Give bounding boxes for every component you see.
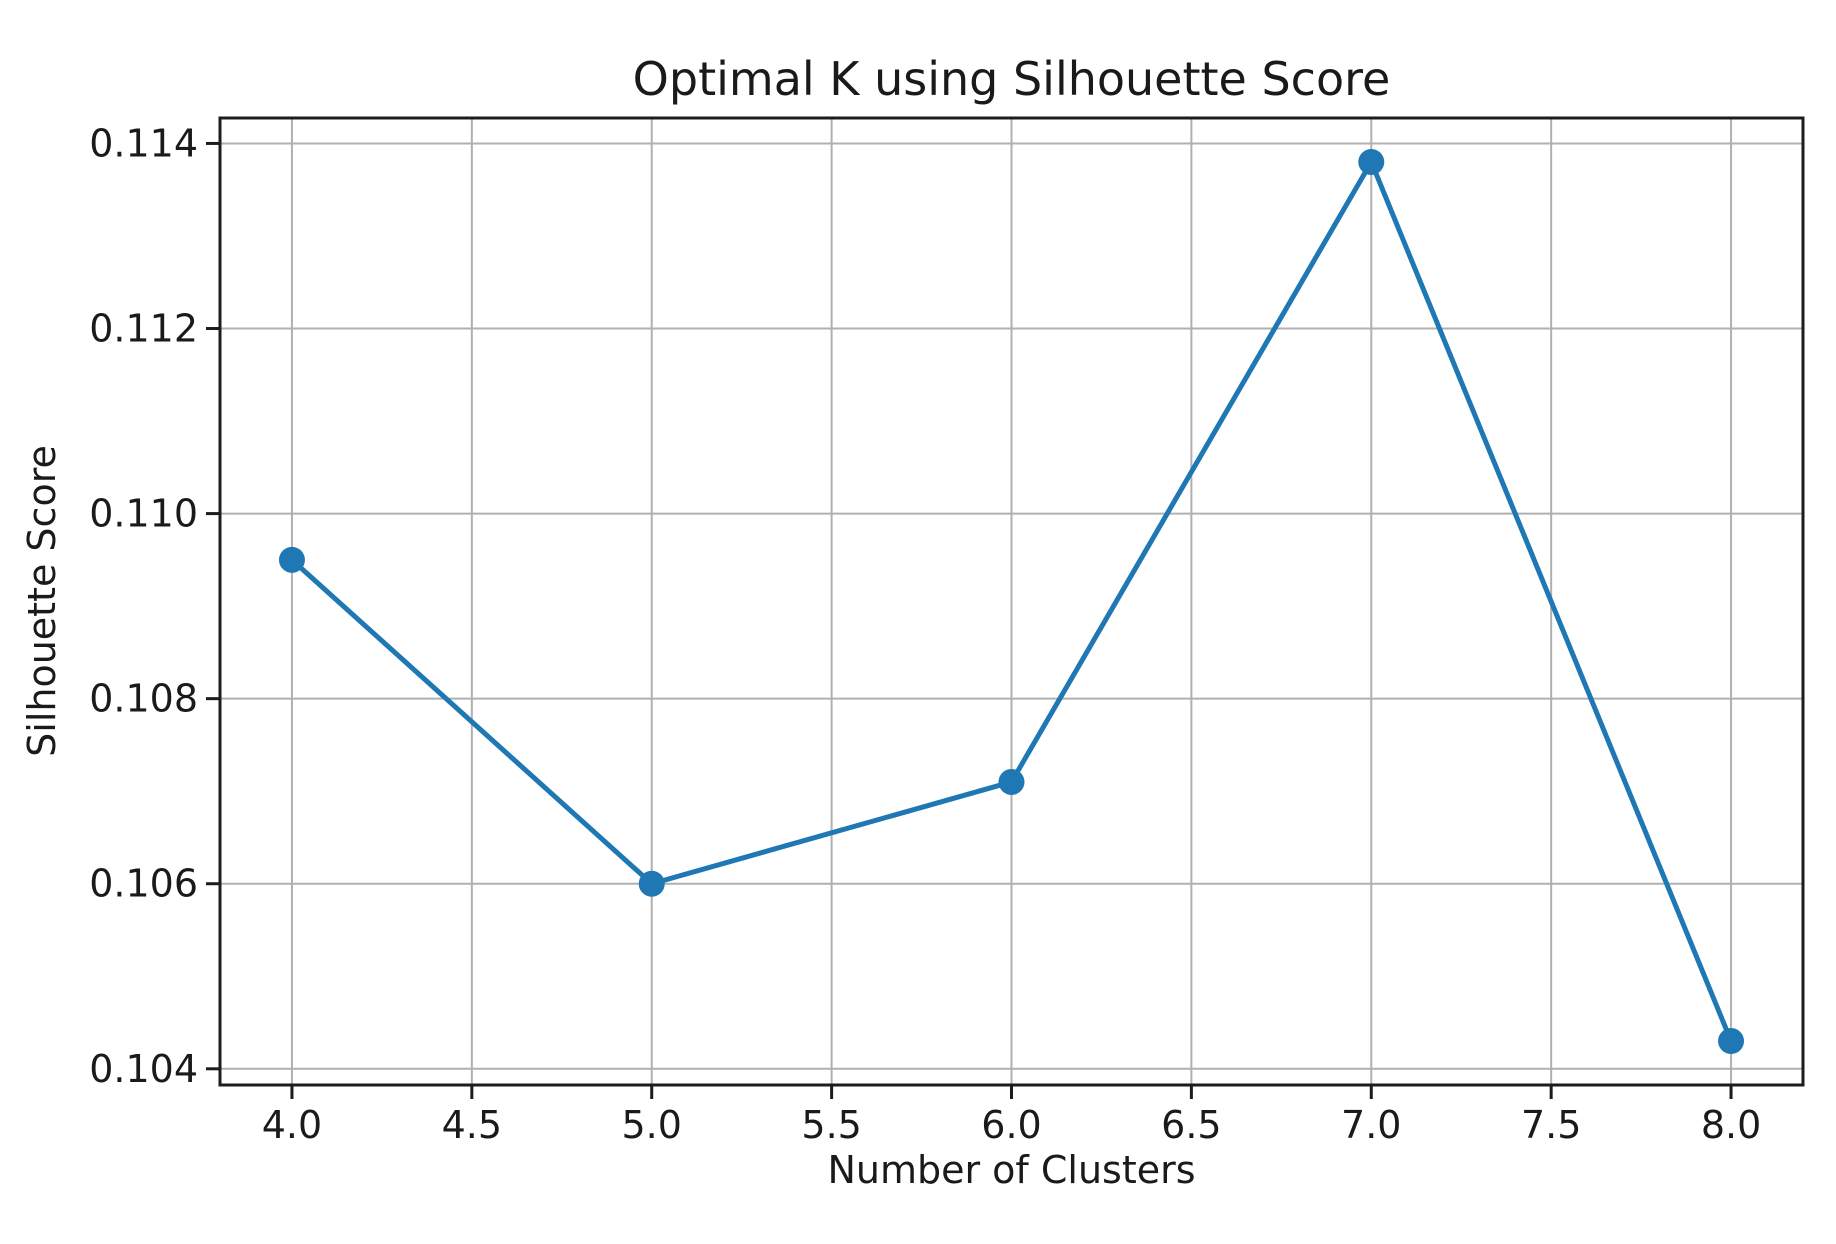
y-tick-label: 0.108 bbox=[89, 677, 198, 721]
data-point bbox=[1718, 1028, 1745, 1055]
x-tick-label: 7.0 bbox=[1341, 1103, 1401, 1147]
x-tick-label: 6.0 bbox=[981, 1103, 1041, 1147]
x-tick-label: 4.0 bbox=[262, 1103, 322, 1147]
y-tick-label: 0.104 bbox=[89, 1047, 198, 1091]
x-tick-label: 8.0 bbox=[1701, 1103, 1761, 1147]
x-tick-label: 7.5 bbox=[1521, 1103, 1581, 1147]
y-tick-label: 0.110 bbox=[89, 492, 198, 536]
data-point bbox=[278, 546, 305, 573]
x-tick-label: 6.5 bbox=[1161, 1103, 1221, 1147]
x-tick-label: 5.0 bbox=[622, 1103, 682, 1147]
y-tick-label: 0.114 bbox=[89, 121, 198, 165]
x-tick-label: 4.5 bbox=[442, 1103, 502, 1147]
data-point bbox=[998, 768, 1025, 795]
x-axis-label: Number of Clusters bbox=[827, 1148, 1196, 1192]
data-point bbox=[1358, 148, 1385, 175]
y-tick-label: 0.106 bbox=[89, 862, 198, 906]
plot-border bbox=[218, 116, 1805, 1087]
chart-title: Optimal K using Silhouette Score bbox=[632, 52, 1391, 106]
x-tick-label: 5.5 bbox=[801, 1103, 861, 1147]
y-tick-label: 0.112 bbox=[89, 307, 198, 351]
data-point bbox=[638, 870, 665, 897]
